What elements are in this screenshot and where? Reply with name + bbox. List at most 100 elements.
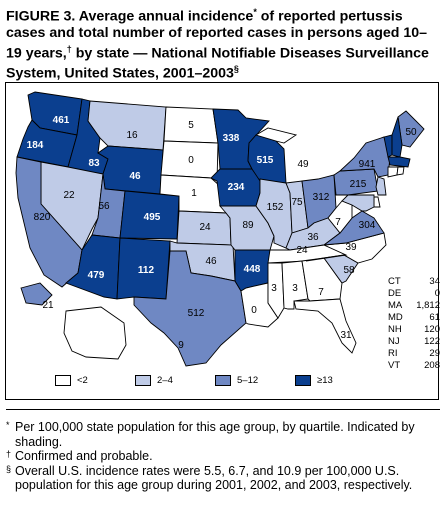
small-state-cases: 120 bbox=[424, 324, 440, 335]
case-label-NV: 22 bbox=[63, 190, 75, 201]
legend-swatch bbox=[295, 375, 311, 386]
case-label-LA: 0 bbox=[251, 305, 257, 316]
small-state-cases: 34 bbox=[429, 276, 440, 287]
case-label-NE: 1 bbox=[191, 188, 197, 199]
footnote-text: Overall U.S. incidence rates were 5.5, 6… bbox=[15, 463, 413, 493]
legend-label: ≥13 bbox=[317, 375, 333, 386]
state-MI bbox=[254, 127, 298, 144]
us-choropleth-map: 461 184 83 16 46 22 56 820 479 495 112 5… bbox=[15, 91, 425, 367]
case-label-SD: 0 bbox=[188, 155, 194, 166]
legend-item: 5–12 bbox=[215, 375, 258, 386]
small-state-row: RI 29 bbox=[388, 348, 440, 360]
small-state-abbr: RI bbox=[388, 348, 398, 359]
case-label-PA: 215 bbox=[350, 179, 367, 190]
state-FL bbox=[293, 298, 357, 354]
footnote-mark: § bbox=[6, 463, 12, 474]
case-label-NM: 112 bbox=[138, 265, 155, 276]
case-label-WV: 7 bbox=[335, 217, 341, 228]
small-state-abbr: VT bbox=[388, 360, 401, 371]
case-label-AZ: 479 bbox=[88, 270, 105, 281]
case-label-IA: 234 bbox=[228, 182, 245, 193]
footnote-mark: * bbox=[6, 420, 10, 430]
state-NH bbox=[391, 116, 403, 158]
state-AK bbox=[63, 306, 127, 360]
small-state-row: DE 0 bbox=[388, 288, 440, 300]
legend-label: 2–4 bbox=[157, 375, 173, 386]
small-state-row: MD 61 bbox=[388, 312, 440, 324]
small-state-abbr: CT bbox=[388, 276, 401, 287]
state-RI bbox=[396, 166, 405, 176]
case-label-HI: 21 bbox=[42, 300, 54, 311]
state-NJ bbox=[375, 176, 387, 196]
case-label-SC: 58 bbox=[343, 265, 355, 276]
legend-item: <2 bbox=[55, 375, 88, 386]
small-state-abbr: NH bbox=[388, 324, 402, 335]
small-state-row: MA 1,812 bbox=[388, 300, 440, 312]
footnote: † Confirmed and probable. bbox=[6, 449, 440, 464]
case-label-WY: 46 bbox=[129, 171, 141, 182]
legend-swatch bbox=[215, 375, 231, 386]
footnote: § Overall U.S. incidence rates were 5.5, … bbox=[6, 464, 440, 493]
case-label-OK: 46 bbox=[205, 256, 217, 267]
small-state-cases: 29 bbox=[429, 348, 440, 359]
legend-label: 5–12 bbox=[237, 375, 259, 386]
footnote-text: Per 100,000 state population for this ag… bbox=[15, 420, 415, 449]
case-label-NC: 39 bbox=[345, 242, 357, 253]
legend-swatch bbox=[135, 375, 151, 386]
case-label-CO: 495 bbox=[144, 212, 161, 223]
small-state-cases: 61 bbox=[429, 312, 440, 323]
small-state-cases: 208 bbox=[424, 360, 440, 371]
case-label-AL: 3 bbox=[292, 283, 298, 294]
case-label-NY: 941 bbox=[359, 159, 376, 170]
case-label-MS: 3 bbox=[271, 283, 277, 294]
case-label-MI: 49 bbox=[297, 159, 309, 170]
case-label-OH: 312 bbox=[313, 192, 330, 203]
small-state-abbr: NJ bbox=[388, 336, 400, 347]
legend-item: ≥13 bbox=[295, 375, 333, 386]
case-label-TX: 512 bbox=[188, 308, 205, 319]
small-state-row: NH 120 bbox=[388, 324, 440, 336]
footnote-mark: † bbox=[6, 449, 12, 459]
footnotes: * Per 100,000 state population for this a… bbox=[6, 420, 440, 493]
small-state-cases: 1,812 bbox=[416, 300, 440, 311]
legend-swatch bbox=[55, 375, 71, 386]
case-label-OR: 184 bbox=[27, 140, 44, 151]
state-MA bbox=[387, 156, 411, 168]
figure-title: FIGURE 3. Average annual incidence* of r… bbox=[6, 7, 429, 83]
case-label-ND: 5 bbox=[188, 120, 194, 131]
legend-item: 2–4 bbox=[135, 375, 173, 386]
small-states-table: CT 34 DE 0 MA 1,812 MD 61 NH 120 NJ 122 RI 29 VT 208 bbox=[388, 276, 440, 372]
case-label-UT: 56 bbox=[98, 201, 110, 212]
case-label-ME: 50 bbox=[405, 127, 417, 138]
case-label-KS: 24 bbox=[199, 222, 211, 233]
state-CA bbox=[15, 156, 83, 288]
state-HI bbox=[20, 282, 53, 306]
case-label-TN: 24 bbox=[296, 245, 308, 256]
small-state-abbr: MD bbox=[388, 312, 403, 323]
small-state-cases: 0 bbox=[434, 288, 440, 299]
state-TX bbox=[133, 250, 247, 367]
case-label-WA: 461 bbox=[53, 115, 70, 126]
small-state-row: NJ 122 bbox=[388, 336, 440, 348]
case-labels: 461 184 83 16 46 22 56 820 479 495 112 5… bbox=[27, 115, 417, 351]
case-label-IN: 75 bbox=[291, 197, 303, 208]
case-label-IL: 152 bbox=[267, 202, 284, 213]
state-WY bbox=[97, 145, 164, 195]
case-label-MO: 89 bbox=[242, 220, 254, 231]
footnote-text: Confirmed and probable. bbox=[15, 449, 153, 463]
state-DE bbox=[373, 196, 381, 208]
footnote: * Per 100,000 state population for this a… bbox=[6, 420, 440, 449]
legend-label: <2 bbox=[77, 375, 88, 386]
case-label-AR: 448 bbox=[244, 264, 261, 275]
map-frame: 461 184 83 16 46 22 56 820 479 495 112 5… bbox=[5, 82, 440, 400]
small-state-cases: 122 bbox=[424, 336, 440, 347]
case-label-KY: 36 bbox=[307, 232, 319, 243]
case-label-GA: 7 bbox=[318, 287, 324, 298]
case-label-WI: 515 bbox=[257, 155, 274, 166]
case-label-MT: 16 bbox=[126, 130, 138, 141]
map-legend: <2 2–4 5–12 ≥13 bbox=[55, 375, 385, 389]
small-state-abbr: DE bbox=[388, 288, 402, 299]
state-MD bbox=[341, 194, 375, 212]
small-state-abbr: MA bbox=[388, 300, 403, 311]
case-label-FL: 31 bbox=[340, 330, 352, 341]
